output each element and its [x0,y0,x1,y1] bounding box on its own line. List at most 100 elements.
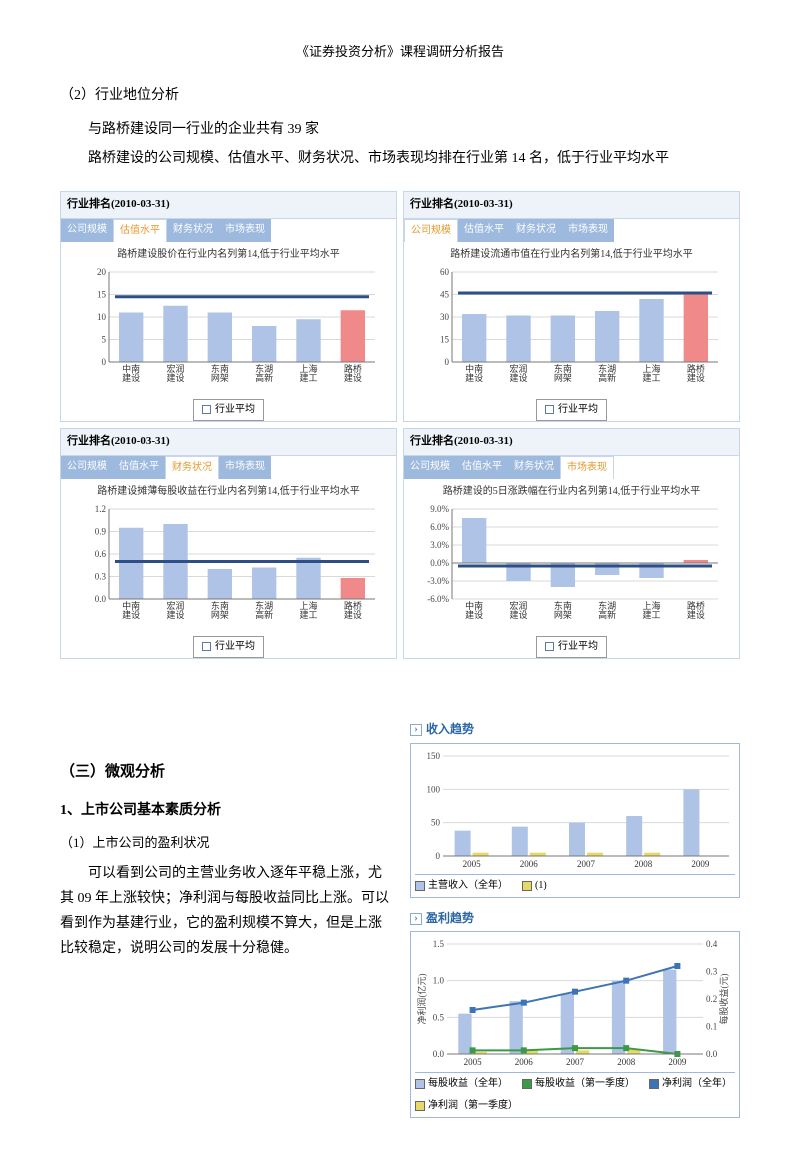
svg-text:0.9: 0.9 [94,526,106,536]
profit-trend-chart: 0.00.51.01.50.00.10.20.30.42005200620072… [410,931,740,1118]
svg-text:2005: 2005 [464,1057,483,1067]
svg-text:建设: 建设 [686,372,704,383]
tab-0[interactable]: 公司规模 [404,219,458,242]
svg-text:3.0%: 3.0% [430,540,449,550]
svg-text:0.3: 0.3 [706,967,718,977]
svg-text:建设: 建设 [509,609,527,620]
tab-1[interactable]: 估值水平 [113,456,165,479]
tab-3[interactable]: 市场表现 [560,456,614,479]
svg-text:网架: 网架 [553,610,571,620]
section-3-body: 可以看到公司的主营业务收入逐年平稳上涨，尤其 09 年上涨较快；净利润与每股收益… [60,861,392,962]
legend-avg: 行业平均 [61,633,396,658]
tab-0[interactable]: 公司规模 [61,219,113,242]
svg-text:0.3: 0.3 [94,571,106,581]
tab-0[interactable]: 公司规模 [404,456,456,479]
svg-text:2009: 2009 [691,859,710,869]
svg-text:建设: 建设 [343,372,361,383]
svg-text:1.2: 1.2 [94,505,105,514]
svg-text:0.2: 0.2 [706,994,717,1004]
chart-subtitle: 路桥建设摊薄每股收益在行业内名列第14,低于行业平均水平 [61,483,396,501]
svg-text:100: 100 [427,784,441,794]
svg-text:15: 15 [97,289,107,299]
tab-1[interactable]: 估值水平 [456,456,508,479]
svg-text:6.0%: 6.0% [430,522,449,532]
svg-text:30: 30 [440,312,450,322]
panel-title: 行业排名(2010-03-31) [404,192,739,219]
section-2-heading: （2）行业地位分析 [60,83,740,108]
svg-text:建工: 建工 [642,609,660,620]
tab-1[interactable]: 估值水平 [113,219,167,242]
legend-avg: 行业平均 [404,633,739,658]
svg-text:建设: 建设 [465,372,483,383]
svg-text:60: 60 [440,268,450,277]
svg-text:建设: 建设 [122,372,140,383]
svg-text:20: 20 [97,268,107,277]
trend-charts-column: ›收入趋势 05010015020052006200720082009主营收入（… [410,719,740,1128]
section-3-sub1: 1、上市公司基本素质分析 [60,798,392,823]
svg-text:2007: 2007 [577,859,596,869]
chart-subtitle: 路桥建设流通市值在行业内名列第14,低于行业平均水平 [404,246,739,264]
svg-text:建设: 建设 [343,609,361,620]
svg-text:建工: 建工 [299,372,317,383]
tab-2[interactable]: 财务状况 [510,219,562,242]
svg-text:建设: 建设 [509,372,527,383]
micro-analysis-text: （三）微观分析 1、上市公司基本素质分析 （1）上市公司的盈利状况 可以看到公司… [60,719,392,965]
tabs-row: 公司规模估值水平财务状况市场表现 [404,456,739,479]
chart-subtitle: 路桥建设的5日涨跌幅在行业内名列第14,低于行业平均水平 [404,483,739,501]
svg-text:2008: 2008 [634,859,653,869]
expand-icon: › [410,724,422,736]
section-2-para-1: 与路桥建设同一行业的企业共有 39 家 [60,117,740,142]
section-2-para-2: 路桥建设的公司规模、估值水平、财务状况、市场表现均排在行业第 14 名，低于行业… [60,146,740,171]
section-3-heading: （三）微观分析 [60,759,392,786]
svg-text:1.5: 1.5 [433,939,445,949]
svg-text:高新: 高新 [598,372,616,383]
svg-text:每股收益(元): 每股收益(元) [718,974,729,1025]
document-title: 《证券投资分析》课程调研分析报告 [60,40,740,63]
svg-text:高新: 高新 [255,609,273,620]
svg-text:建设: 建设 [465,609,483,620]
tab-2[interactable]: 财务状况 [167,219,219,242]
micro-analysis-row: （三）微观分析 1、上市公司基本素质分析 （1）上市公司的盈利状况 可以看到公司… [60,719,740,1128]
svg-text:50: 50 [431,817,441,827]
tab-1[interactable]: 估值水平 [458,219,510,242]
svg-text:建设: 建设 [166,609,184,620]
svg-text:2009: 2009 [668,1057,687,1067]
svg-text:0.6: 0.6 [94,549,106,559]
svg-text:建工: 建工 [642,372,660,383]
ranking-charts-grid: 行业排名(2010-03-31)公司规模估值水平财务状况市场表现路桥建设股价在行… [60,191,740,659]
svg-text:9.0%: 9.0% [430,505,449,514]
revenue-legend: 主营收入（全年）(1) [415,874,735,895]
revenue-trend-title: ›收入趋势 [410,719,740,741]
chart-panel-scale: 行业排名(2010-03-31)公司规模估值水平财务状况市场表现路桥建设流通市值… [403,191,740,422]
tab-0[interactable]: 公司规模 [61,456,113,479]
svg-text:0.0%: 0.0% [430,558,449,568]
chart-panel-financial: 行业排名(2010-03-31)公司规模估值水平财务状况市场表现路桥建设摊薄每股… [60,428,397,659]
svg-text:0.5: 0.5 [433,1012,445,1022]
svg-text:2008: 2008 [617,1057,636,1067]
svg-text:-3.0%: -3.0% [427,576,449,586]
svg-text:5: 5 [101,334,106,344]
svg-text:高新: 高新 [598,609,616,620]
profit-trend-title: ›盈利趋势 [410,908,740,930]
svg-text:建设: 建设 [166,372,184,383]
svg-text:0.0: 0.0 [433,1049,445,1059]
profit-legend: 每股收益（全年）每股收益（第一季度）净利润（全年）净利润（第一季度） [415,1072,735,1115]
tabs-row: 公司规模估值水平财务状况市场表现 [61,219,396,242]
svg-text:0: 0 [101,357,106,367]
svg-text:网架: 网架 [553,373,571,383]
tab-2[interactable]: 财务状况 [508,456,560,479]
svg-text:0.0: 0.0 [706,1049,718,1059]
svg-text:-6.0%: -6.0% [427,594,449,604]
svg-text:2006: 2006 [520,859,539,869]
svg-text:0.1: 0.1 [706,1022,717,1032]
svg-text:15: 15 [440,334,450,344]
tab-3[interactable]: 市场表现 [219,219,271,242]
tab-3[interactable]: 市场表现 [562,219,614,242]
svg-text:高新: 高新 [255,372,273,383]
tab-2[interactable]: 财务状况 [165,456,219,479]
svg-text:建工: 建工 [299,609,317,620]
tab-3[interactable]: 市场表现 [219,456,271,479]
svg-text:2007: 2007 [566,1057,585,1067]
legend-avg: 行业平均 [404,396,739,421]
svg-text:1.0: 1.0 [433,976,445,986]
